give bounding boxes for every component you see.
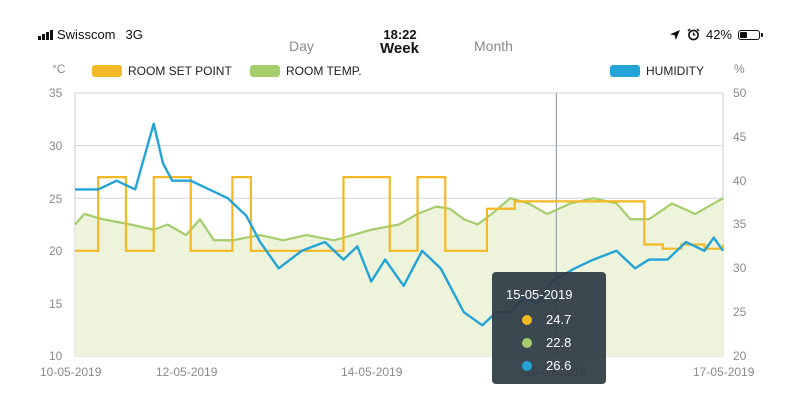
legend-swatch <box>610 65 640 77</box>
x-tick: 12-05-2019 <box>156 365 218 379</box>
tooltip-value: 26.6 <box>546 358 572 373</box>
humidity-line <box>75 122 724 327</box>
alarm-clock-icon <box>687 28 700 41</box>
status-right: 42% <box>669 27 763 42</box>
y-left-tick: 10 <box>49 349 63 363</box>
legend-swatch <box>250 65 280 77</box>
network-type: 3G <box>125 27 143 42</box>
chart-tooltip: 15-05-2019 24.7 22.8 26.6 <box>492 272 606 384</box>
clock: 18:22 <box>383 27 417 42</box>
battery-icon <box>738 29 763 40</box>
tooltip-row-humidity: 26.6 <box>522 358 571 373</box>
legend-label: HUMIDITY <box>646 64 704 78</box>
tooltip-row-set-point: 24.7 <box>522 312 571 327</box>
legend-label: ROOM SET POINT <box>128 64 232 78</box>
y-right-tick: 35 <box>733 217 747 231</box>
y-left-tick: 20 <box>49 244 63 258</box>
tab-month[interactable]: Month <box>474 38 513 54</box>
legend-label: ROOM TEMP. <box>286 64 362 78</box>
tooltip-dot <box>522 337 532 348</box>
y-left-tick: 15 <box>49 297 63 311</box>
carrier-name: Swisscom <box>57 27 116 42</box>
battery-fill <box>740 31 748 38</box>
y-right-tick: 45 <box>733 130 747 144</box>
tab-day[interactable]: Day <box>289 38 314 54</box>
room-temp-area <box>75 198 723 356</box>
tooltip-value: 22.8 <box>546 335 572 350</box>
y-right-tick: 40 <box>733 174 747 188</box>
y-left-tick: 25 <box>49 192 63 206</box>
y-right-tick: 20 <box>733 349 747 363</box>
left-axis-unit: °C <box>52 62 66 76</box>
room-set-point-line <box>75 176 725 252</box>
tooltip-date: 15-05-2019 <box>506 287 573 302</box>
legend-room-set-point[interactable]: ROOM SET POINT <box>92 64 232 78</box>
y-right-tick: 50 <box>733 86 747 100</box>
tooltip-dot <box>522 360 532 371</box>
y-right-tick: 30 <box>733 261 747 275</box>
y-left-tick: 35 <box>49 86 63 100</box>
battery-percent: 42% <box>705 27 732 42</box>
status-bar: Swisscom 3G 18:22 42% <box>0 0 800 42</box>
tooltip-dot <box>522 314 532 325</box>
tooltip-row-room-temp: 22.8 <box>522 335 571 350</box>
x-tick: 10-05-2019 <box>40 365 102 379</box>
x-tick: 17-05-2019 <box>693 365 755 379</box>
tooltip-value: 24.7 <box>546 312 572 327</box>
legend-room-temp[interactable]: ROOM TEMP. <box>250 64 362 78</box>
status-left: Swisscom 3G <box>38 27 143 42</box>
x-tick: 14-05-2019 <box>341 365 403 379</box>
tab-week[interactable]: Week <box>380 40 419 57</box>
y-right-tick: 25 <box>733 305 747 319</box>
signal-strength-icon <box>38 29 53 40</box>
right-axis-unit: % <box>734 62 745 76</box>
y-left-tick: 30 <box>49 139 63 153</box>
legend-swatch <box>92 65 122 77</box>
location-arrow-icon <box>669 29 680 40</box>
legend-humidity[interactable]: HUMIDITY <box>610 64 704 78</box>
